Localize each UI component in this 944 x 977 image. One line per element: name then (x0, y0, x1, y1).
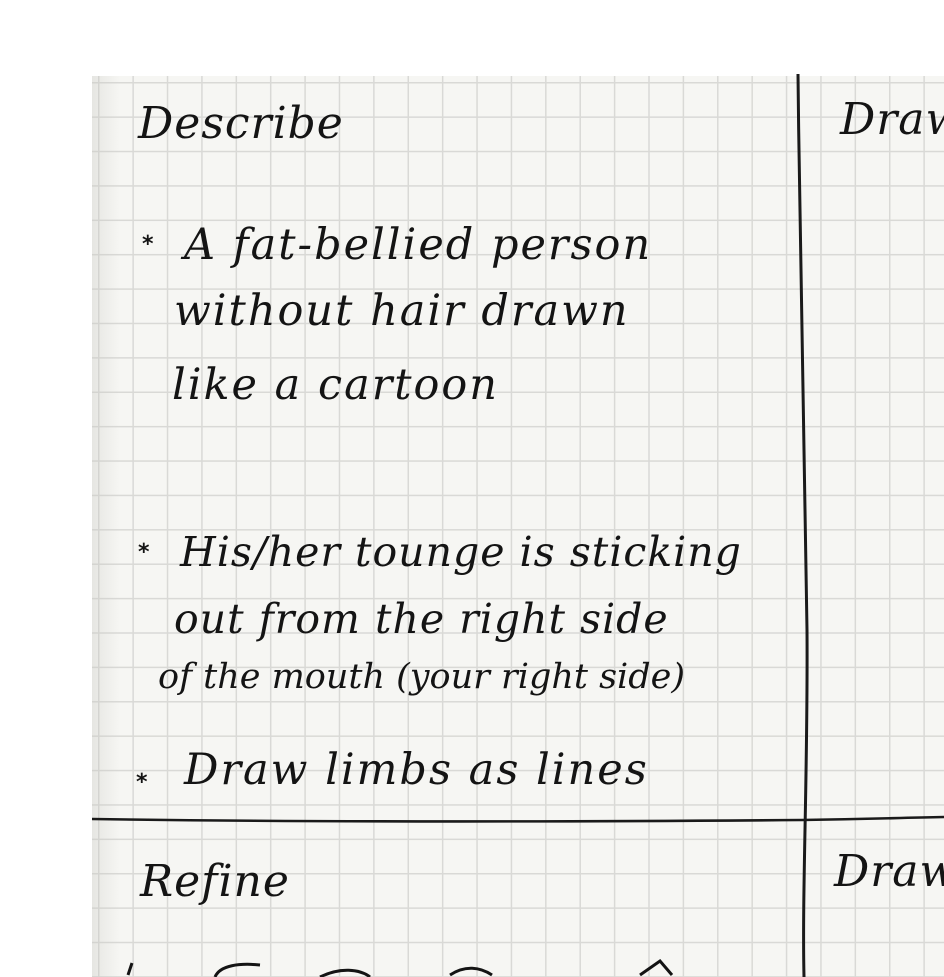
bullet-marker: * (142, 232, 154, 257)
draw-2-heading: Draw 2 (834, 846, 944, 897)
bullet-3-line-1: Draw limbs as lines (184, 745, 649, 795)
bullet-marker: * (136, 770, 148, 795)
vertical-divider-line (796, 73, 809, 977)
bullet-1-line-1: A fat-bellied person (184, 220, 653, 270)
draw-2-heading-clip: Draw 2 (830, 840, 944, 912)
cut-off-handwriting (126, 958, 674, 977)
paper-edge-shadow (92, 76, 120, 977)
draw-heading: Draw (840, 94, 944, 145)
bullet-2-line-1: His/her tounge is sticking (180, 528, 742, 576)
draw-heading-clip: Draw (836, 90, 944, 160)
bullet-2-line-2: out from the right side (174, 595, 669, 643)
bullet-marker: * (138, 540, 150, 565)
describe-heading: Describe (138, 98, 344, 149)
bullet-2-clip: His/her tounge is sticking out from the … (0, 500, 808, 730)
bullet-1-line-2: without hair drawn (174, 286, 630, 336)
graph-paper-sheet (92, 76, 944, 977)
refine-heading: Refine (140, 856, 290, 907)
bullet-1-line-3: like a cartoon (172, 360, 500, 410)
bullet-2-line-3: of the mouth (your right side) (158, 657, 686, 697)
horizontal-divider-line (91, 815, 944, 823)
